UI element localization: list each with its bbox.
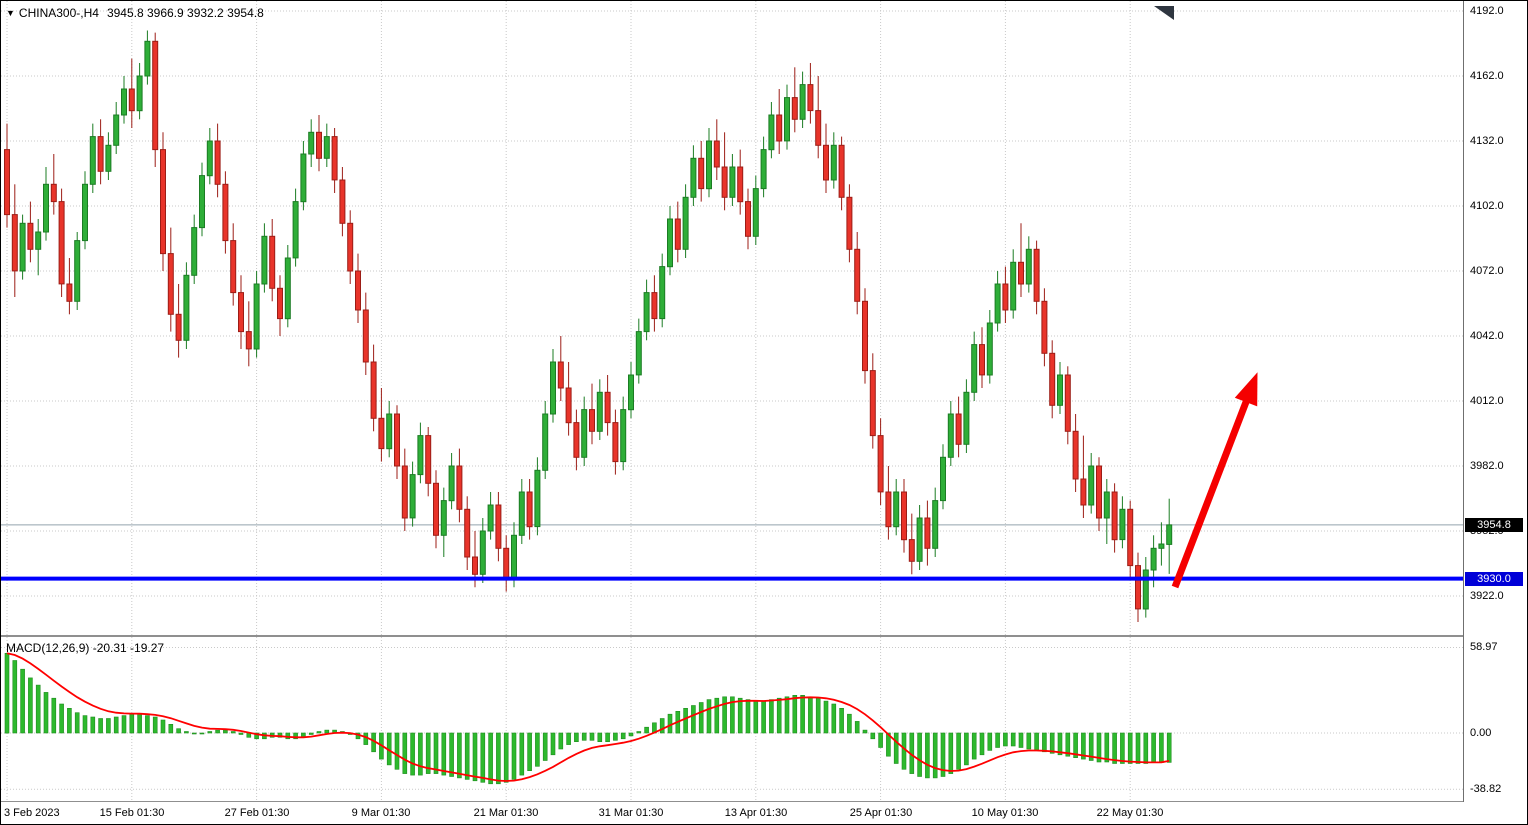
macd-indicator-label: MACD(12,26,9) -20.31 -19.27 xyxy=(6,641,165,655)
trend-arrow-head[interactable] xyxy=(1234,372,1258,407)
time-tick-label: 13 Apr 01:30 xyxy=(724,807,788,819)
time-tick-label: 3 Feb 2023 xyxy=(4,807,60,819)
price-tick-label: 4162.0 xyxy=(1470,70,1504,82)
time-tick-label: 27 Feb 01:30 xyxy=(224,807,290,819)
price-tick-label: 4072.0 xyxy=(1470,265,1504,277)
price-tick-label: 4042.0 xyxy=(1470,330,1504,342)
price-tick-label: 3922.0 xyxy=(1470,590,1504,602)
time-tick-label: 25 Apr 01:30 xyxy=(849,807,913,819)
current-price-badge: 3954.8 xyxy=(1465,518,1523,532)
price-tick-label: 4012.0 xyxy=(1470,395,1504,407)
price-chart-panel[interactable]: ▼ CHINA300-,H4 3945.8 3966.9 3932.2 3954.8 xyxy=(1,1,1463,637)
macd-tick-label: 0.00 xyxy=(1470,727,1492,739)
time-tick-label: 15 Feb 01:30 xyxy=(99,807,165,819)
time-tick-label: 9 Mar 01:30 xyxy=(351,807,411,819)
support-price-badge: 3930.0 xyxy=(1465,572,1523,586)
price-tick-label: 3982.0 xyxy=(1470,460,1504,472)
macd-indicator-panel[interactable]: MACD(12,26,9) -20.31 -19.27 xyxy=(1,637,1463,802)
macd-histogram xyxy=(4,652,1172,785)
macd-tick-label: -38.82 xyxy=(1470,783,1502,795)
price-axis[interactable]: 3954.8 3930.0 4192.0 4162.0 4132.0 4102.0 40… xyxy=(1463,1,1527,802)
price-tick-label: 4132.0 xyxy=(1470,135,1504,147)
macd-tick-label: 58.97 xyxy=(1470,641,1498,653)
time-tick-label: 22 May 01:30 xyxy=(1096,807,1164,819)
main-grid xyxy=(1,1,1463,635)
time-tick-label: 10 May 01:30 xyxy=(971,807,1039,819)
price-tick-label: 4192.0 xyxy=(1470,5,1504,17)
symbol-ohlc-values: 3945.8 3966.9 3932.2 3954.8 xyxy=(106,6,264,20)
macd-chart[interactable] xyxy=(1,637,1463,801)
trend-arrow-shaft[interactable] xyxy=(1171,387,1255,589)
price-tick-label: 4102.0 xyxy=(1470,200,1504,212)
candlestick-chart[interactable] xyxy=(1,1,1463,635)
symbol-info: ▼ CHINA300-,H4 3945.8 3966.9 3932.2 3954.8 xyxy=(6,6,264,20)
chart-shift-marker[interactable] xyxy=(1154,6,1174,20)
macd-signal-line xyxy=(6,652,1170,782)
symbol-dropdown-icon[interactable]: ▼ xyxy=(6,8,15,18)
time-tick-label: 31 Mar 01:30 xyxy=(598,807,664,819)
time-axis[interactable]: 3 Feb 2023 15 Feb 01:30 27 Feb 01:30 9 Mar … xyxy=(1,802,1527,824)
symbol-name: CHINA300-,H4 xyxy=(18,6,99,20)
time-tick-label: 21 Mar 01:30 xyxy=(473,807,539,819)
candlestick-series xyxy=(4,30,1173,622)
